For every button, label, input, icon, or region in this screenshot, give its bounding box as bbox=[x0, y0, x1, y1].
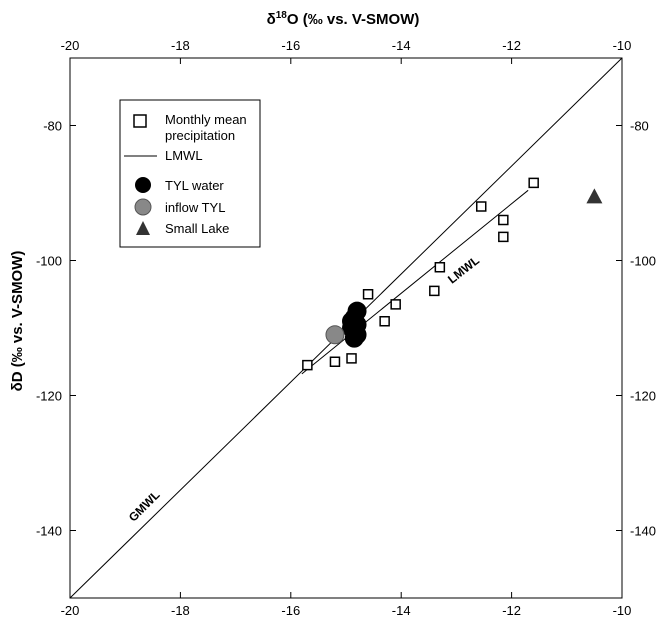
x-tick-label-bottom: -16 bbox=[281, 603, 300, 618]
y-tick-label-right: -120 bbox=[630, 389, 656, 404]
legend-precip-line2: precipitation bbox=[165, 128, 235, 143]
lmwl-line bbox=[301, 189, 529, 375]
precip-point bbox=[498, 231, 509, 243]
y-tick-label-left: -140 bbox=[36, 524, 62, 539]
y-tick-label-left: -80 bbox=[43, 119, 62, 134]
precip-point bbox=[329, 356, 341, 367]
precip-point bbox=[475, 201, 487, 212]
x-tick-label-top: -12 bbox=[502, 38, 521, 53]
inflow-point bbox=[325, 325, 345, 345]
y-tick-label-left: -120 bbox=[36, 389, 62, 404]
legend-precip-marker bbox=[133, 114, 147, 128]
legend-inflow-text: inflow TYL bbox=[165, 200, 225, 215]
precip-point bbox=[434, 262, 446, 273]
x-tick-label-bottom: -20 bbox=[61, 603, 80, 618]
precip-point bbox=[362, 289, 374, 300]
y-tick-label-right: -100 bbox=[630, 254, 656, 269]
precip-point bbox=[302, 359, 313, 371]
tyl-point bbox=[344, 328, 364, 348]
legend-lmwl-text: LMWL bbox=[165, 148, 203, 163]
legend-precip-line1: Monthly mean bbox=[165, 112, 247, 127]
plot-frame bbox=[69, 57, 623, 599]
precip-point bbox=[390, 299, 401, 310]
lmwl-label: LMWL bbox=[445, 253, 482, 286]
precip-point bbox=[528, 177, 539, 189]
lake-point bbox=[586, 188, 603, 204]
tick-labels-group: -20 -20 -18 -18 -16 -16 -14 -14 -12 -12 -10 -10 -80 -… bbox=[36, 38, 656, 618]
x-tick-label-top: -20 bbox=[61, 38, 80, 53]
x-tick-label-top: -14 bbox=[392, 38, 411, 53]
points-group bbox=[302, 177, 603, 371]
precip-point bbox=[346, 353, 357, 364]
x-axis-title: δ18O (‰ vs. V-SMOW) bbox=[267, 10, 420, 28]
x-tick-label-bottom: -12 bbox=[502, 603, 521, 618]
x-tick-label-top: -10 bbox=[613, 38, 632, 53]
y-tick-label-right: -80 bbox=[630, 119, 649, 134]
x-tick-label-top: -18 bbox=[171, 38, 190, 53]
legend: Monthly mean precipitation LMWL TYL wate… bbox=[119, 99, 261, 248]
gmwl-label: GMWL bbox=[126, 488, 163, 525]
y-tick-label-left: -100 bbox=[36, 254, 62, 269]
legend-lake-marker bbox=[136, 221, 150, 235]
legend-tyl-marker bbox=[135, 177, 151, 193]
legend-inflow-marker bbox=[134, 198, 152, 216]
y-tick-label-right: -140 bbox=[630, 524, 656, 539]
y-axis-title: δD (‰ vs. V-SMOW) bbox=[9, 251, 26, 392]
ticks-group bbox=[69, 58, 623, 598]
legend-lake-text: Small Lake bbox=[165, 221, 229, 236]
precip-point bbox=[498, 214, 509, 226]
precip-point bbox=[429, 285, 440, 297]
precip-point bbox=[379, 316, 390, 327]
x-tick-label-top: -16 bbox=[281, 38, 300, 53]
legend-tyl-text: TYL water bbox=[165, 178, 224, 193]
x-tick-label-bottom: -14 bbox=[392, 603, 411, 618]
x-tick-label-bottom: -10 bbox=[613, 603, 632, 618]
x-tick-label-bottom: -18 bbox=[171, 603, 190, 618]
